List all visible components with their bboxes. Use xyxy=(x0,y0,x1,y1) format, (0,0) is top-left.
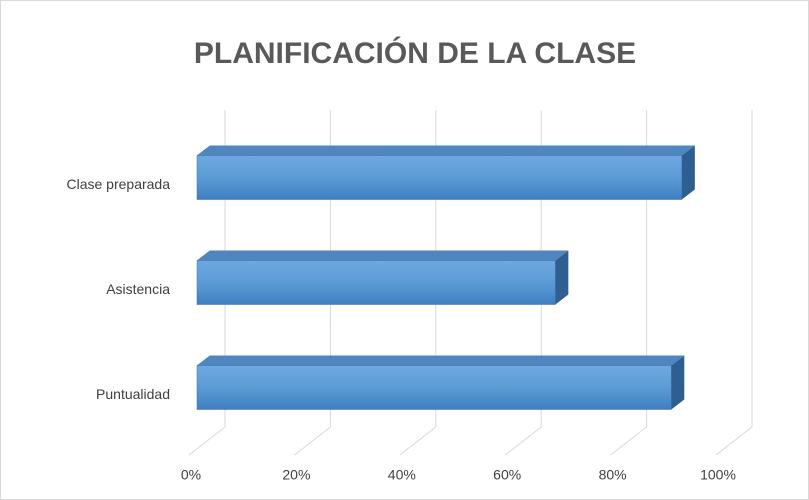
bar-top xyxy=(197,145,695,156)
bar-side xyxy=(671,355,685,410)
bar-side xyxy=(681,145,695,200)
chart-title: PLANIFICACIÓN DE LA CLASE xyxy=(194,36,636,70)
grid-floor-line xyxy=(715,426,753,456)
grid-floor-line xyxy=(399,426,437,456)
x-tick-label: 60% xyxy=(493,467,521,483)
x-tick-label: 80% xyxy=(599,467,627,483)
bar-side xyxy=(555,250,569,305)
grid-floor-line xyxy=(610,426,647,456)
bar-top xyxy=(197,250,569,261)
bar xyxy=(196,260,556,305)
bar xyxy=(196,155,683,200)
y-tick-label: Puntualidad xyxy=(96,386,170,402)
grid-floor-line xyxy=(504,426,542,456)
x-tick-label: 40% xyxy=(388,467,416,483)
grid-floor-line xyxy=(294,426,331,456)
grid-floor-line xyxy=(188,426,226,456)
x-tick-label: 100% xyxy=(700,467,736,483)
bar xyxy=(196,365,672,410)
y-tick-label: Asistencia xyxy=(106,281,170,297)
bar-top xyxy=(197,355,685,366)
x-tick-label: 20% xyxy=(282,467,310,483)
y-tick-label: Clase preparada xyxy=(66,176,170,192)
x-tick-label: 0% xyxy=(181,467,201,483)
